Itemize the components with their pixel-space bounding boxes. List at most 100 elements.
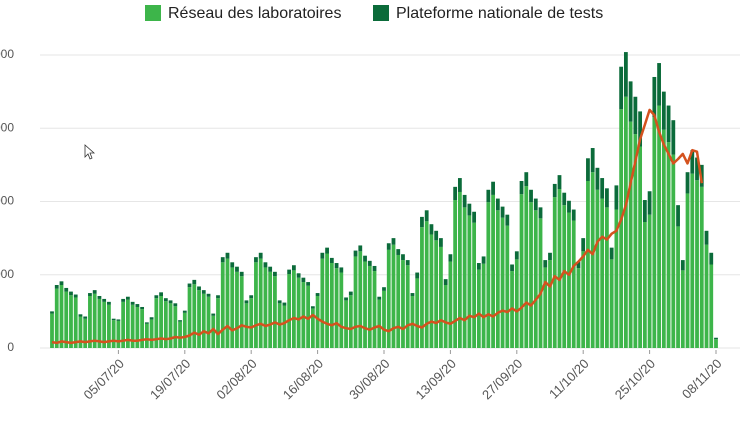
bar-segment [197, 286, 201, 291]
bar-segment [92, 293, 97, 348]
bar-segment [434, 240, 439, 348]
bar-segment [310, 306, 315, 309]
bar-segment [434, 230, 439, 241]
bar-segment [69, 291, 73, 296]
bar-segment [149, 317, 154, 320]
bar-segment [714, 339, 718, 348]
bar-segment [235, 271, 239, 348]
bar-segment [315, 293, 320, 296]
bar-segment [690, 150, 695, 174]
bar-segment [107, 304, 111, 348]
bar-segment [605, 188, 609, 208]
bar-segment [666, 105, 671, 143]
bar-segment [220, 262, 225, 348]
bar-segment [301, 282, 306, 348]
bar-segment [647, 214, 652, 348]
bar-segment [168, 303, 173, 348]
bar-segment [680, 260, 685, 271]
bar-segment [54, 288, 59, 348]
bar-segment [173, 303, 178, 307]
bar-segment [652, 76, 657, 118]
legend-label: Réseau des laboratoires [168, 5, 341, 22]
legend-swatch [145, 5, 161, 21]
x-tick-label: 13/09/20 [413, 356, 459, 402]
bar-segment [571, 209, 576, 221]
bar-segment [102, 298, 107, 302]
bar-segment [514, 259, 519, 348]
bar-segment [154, 298, 159, 348]
bar-segment [59, 285, 64, 348]
bar-segment [201, 290, 206, 294]
bar-segment [524, 172, 529, 187]
bar-segment [301, 277, 306, 283]
bar-segment [277, 300, 282, 304]
bar-segment [505, 214, 510, 226]
bar-segment [491, 181, 495, 195]
bar-segment [73, 297, 78, 348]
bar-segment [476, 263, 481, 270]
x-tick-label: 25/10/20 [612, 356, 658, 402]
bar-segment [116, 320, 121, 348]
bar-segment [339, 267, 344, 273]
bar-segment [296, 277, 301, 348]
bar-segment [614, 209, 619, 348]
bar-segment [54, 285, 59, 289]
bar-segment [443, 285, 448, 348]
bar-segment [439, 238, 443, 247]
bar-segment [206, 296, 211, 348]
bar-segment [420, 216, 424, 228]
bar-segment [557, 189, 562, 348]
bar-segment [529, 189, 533, 203]
bar-segment [571, 220, 576, 348]
bar-segment [472, 211, 477, 223]
bar-segment [638, 111, 643, 147]
bar-segment [529, 202, 533, 348]
bar-segment [481, 263, 486, 348]
bar-segment [83, 318, 88, 348]
bar-segment [623, 52, 628, 97]
bar-segment [453, 200, 458, 348]
bar-segment [609, 247, 614, 260]
bar-segment [135, 304, 140, 307]
bar-segment [339, 272, 344, 348]
bar-segment [377, 296, 382, 300]
bar-segment [486, 189, 491, 203]
bar-segment [562, 192, 567, 206]
bar-segment [642, 200, 647, 223]
bar-segment [685, 193, 690, 348]
bar-segment [415, 278, 420, 348]
bar-segment [201, 293, 206, 348]
bar-segment [448, 261, 453, 348]
bar-segment [325, 253, 329, 348]
bar-segment [348, 291, 353, 296]
bar-segment [211, 315, 216, 348]
bar-segment [519, 180, 524, 195]
bar-segment [661, 129, 666, 348]
bar-segment [140, 306, 145, 310]
bar-segment [273, 276, 277, 348]
bar-segment [230, 262, 235, 268]
bar-segment [254, 262, 258, 348]
bar-segment [144, 323, 149, 348]
bar-segment [97, 298, 102, 348]
bar-segment [116, 319, 121, 321]
bar-segment [50, 311, 54, 314]
bar-segment [258, 258, 263, 348]
bar-segment [491, 194, 495, 348]
bar-segment [358, 251, 363, 348]
bar-segment [500, 217, 505, 348]
bar-segment [680, 270, 685, 348]
bar-segment [439, 246, 443, 348]
y-tick-label: 30 000 [0, 120, 14, 134]
bar-segment [401, 254, 405, 261]
x-tick-label: 02/08/20 [213, 356, 259, 402]
bar-segment [50, 313, 54, 348]
y-tick-label: 20 000 [0, 194, 14, 208]
bar-segment [462, 194, 467, 208]
bar-segment [125, 299, 130, 348]
bar-segment [268, 271, 273, 348]
bar-segment [481, 256, 486, 264]
bar-segment [178, 321, 182, 348]
bar-segment [396, 249, 401, 255]
bar-segment [552, 197, 557, 348]
